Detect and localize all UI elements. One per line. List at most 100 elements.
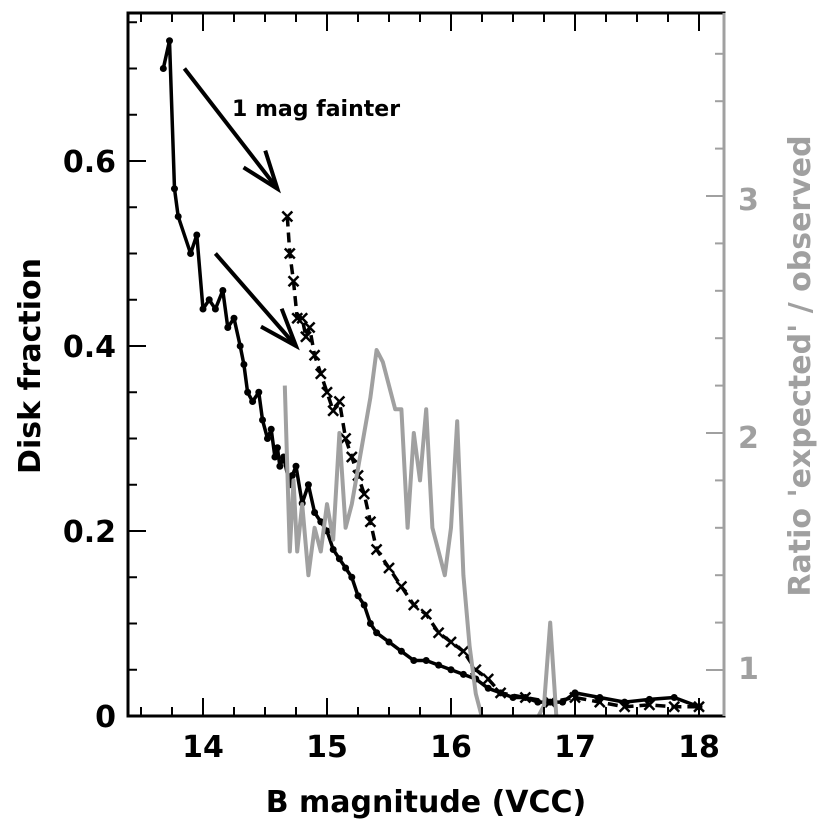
data-point-cross bbox=[300, 330, 312, 343]
data-point bbox=[170, 185, 178, 193]
data-point bbox=[199, 305, 207, 313]
cross-stroke bbox=[287, 275, 300, 288]
data-point-cross bbox=[339, 432, 352, 445]
arrow-head bbox=[260, 307, 300, 351]
cross-stroke bbox=[283, 247, 296, 260]
cross-stroke bbox=[370, 543, 383, 556]
x-tick-label: 17 bbox=[554, 730, 596, 765]
data-point bbox=[174, 213, 182, 220]
x-tick-label: 14 bbox=[182, 730, 224, 765]
cross-stroke bbox=[457, 645, 470, 658]
data-point bbox=[255, 388, 263, 396]
x-tick-label: 18 bbox=[678, 730, 720, 765]
data-point-cross bbox=[364, 515, 377, 528]
cross-stroke bbox=[383, 562, 395, 574]
data-point bbox=[335, 555, 343, 563]
data-point bbox=[342, 564, 350, 572]
data-point-cross bbox=[308, 349, 321, 362]
data-point-cross bbox=[668, 700, 681, 713]
data-point bbox=[304, 481, 312, 489]
data-point bbox=[360, 601, 368, 609]
data-point-cross bbox=[643, 699, 656, 711]
data-point-cross bbox=[618, 700, 631, 713]
data-point-cross bbox=[303, 321, 316, 334]
cross-stroke bbox=[281, 210, 294, 223]
cross-stroke bbox=[668, 700, 681, 713]
data-point bbox=[670, 694, 678, 701]
plot-frame bbox=[126, 11, 726, 718]
data-point bbox=[249, 398, 257, 405]
y-tick-label: 0 bbox=[95, 700, 116, 735]
cross-stroke bbox=[296, 312, 309, 325]
cross-stroke bbox=[300, 330, 312, 343]
y2-tick-label: 1 bbox=[738, 652, 759, 687]
data-point bbox=[267, 425, 275, 433]
data-point-cross bbox=[420, 608, 433, 621]
data-point bbox=[373, 629, 381, 637]
data-point bbox=[219, 287, 227, 294]
series-line-1 bbox=[161, 39, 700, 709]
arrow-shaft bbox=[182, 67, 279, 190]
y-tick-label: 0.6 bbox=[63, 145, 116, 180]
data-point bbox=[410, 657, 418, 664]
data-point bbox=[240, 361, 248, 368]
data-point bbox=[447, 666, 455, 674]
data-point bbox=[211, 305, 219, 313]
series-line-3 bbox=[282, 348, 563, 716]
annotation-label: 1 mag fainter bbox=[232, 97, 400, 122]
data-point bbox=[273, 444, 281, 452]
cross-stroke bbox=[308, 349, 321, 362]
data-point bbox=[385, 638, 393, 646]
data-point bbox=[288, 472, 296, 479]
x-tick-label: 15 bbox=[306, 730, 348, 765]
ticks bbox=[128, 13, 724, 717]
cross-stroke bbox=[445, 636, 457, 648]
data-point-cross bbox=[407, 599, 420, 611]
cross-stroke bbox=[358, 488, 371, 500]
cross-stroke bbox=[345, 451, 358, 463]
data-point-cross bbox=[281, 210, 294, 223]
data-point bbox=[166, 37, 174, 45]
y-tick-label: 0.4 bbox=[63, 330, 116, 365]
data-point-cross bbox=[358, 488, 371, 500]
data-point bbox=[311, 509, 319, 516]
data-point bbox=[224, 324, 232, 331]
data-point-cross bbox=[519, 691, 532, 704]
cross-stroke bbox=[432, 626, 445, 639]
x-tick-label: 16 bbox=[430, 730, 472, 765]
data-point-cross bbox=[283, 247, 296, 260]
data-point bbox=[292, 462, 300, 470]
arrows bbox=[182, 67, 300, 351]
data-point-cross bbox=[296, 312, 309, 325]
y2-axis-title: Ratio 'expected' / observed bbox=[783, 135, 818, 596]
cross-stroke bbox=[395, 580, 408, 593]
cross-stroke bbox=[593, 696, 606, 709]
cross-stroke bbox=[494, 686, 507, 699]
data-point-cross bbox=[482, 673, 495, 685]
y-axis-title: Disk fraction bbox=[13, 258, 48, 474]
data-point bbox=[187, 250, 195, 257]
plot-series bbox=[159, 37, 705, 716]
y-tick-label: 0.2 bbox=[63, 515, 116, 550]
cross-stroke bbox=[339, 432, 352, 445]
data-point bbox=[244, 388, 252, 396]
data-point bbox=[484, 684, 492, 692]
data-point-cross bbox=[494, 686, 507, 699]
data-point bbox=[205, 296, 213, 304]
cross-stroke bbox=[618, 700, 631, 713]
data-point bbox=[459, 670, 467, 678]
data-point-cross bbox=[593, 696, 606, 709]
cross-stroke bbox=[569, 691, 581, 704]
data-point bbox=[348, 573, 356, 581]
cross-stroke bbox=[321, 386, 333, 399]
cross-stroke bbox=[519, 691, 532, 704]
data-point bbox=[236, 342, 244, 350]
data-point-cross bbox=[333, 395, 346, 408]
cross-stroke bbox=[333, 395, 346, 408]
data-point bbox=[397, 647, 405, 655]
data-point bbox=[366, 620, 374, 627]
data-point bbox=[259, 416, 267, 424]
data-point bbox=[276, 462, 284, 470]
data-point bbox=[435, 661, 443, 669]
